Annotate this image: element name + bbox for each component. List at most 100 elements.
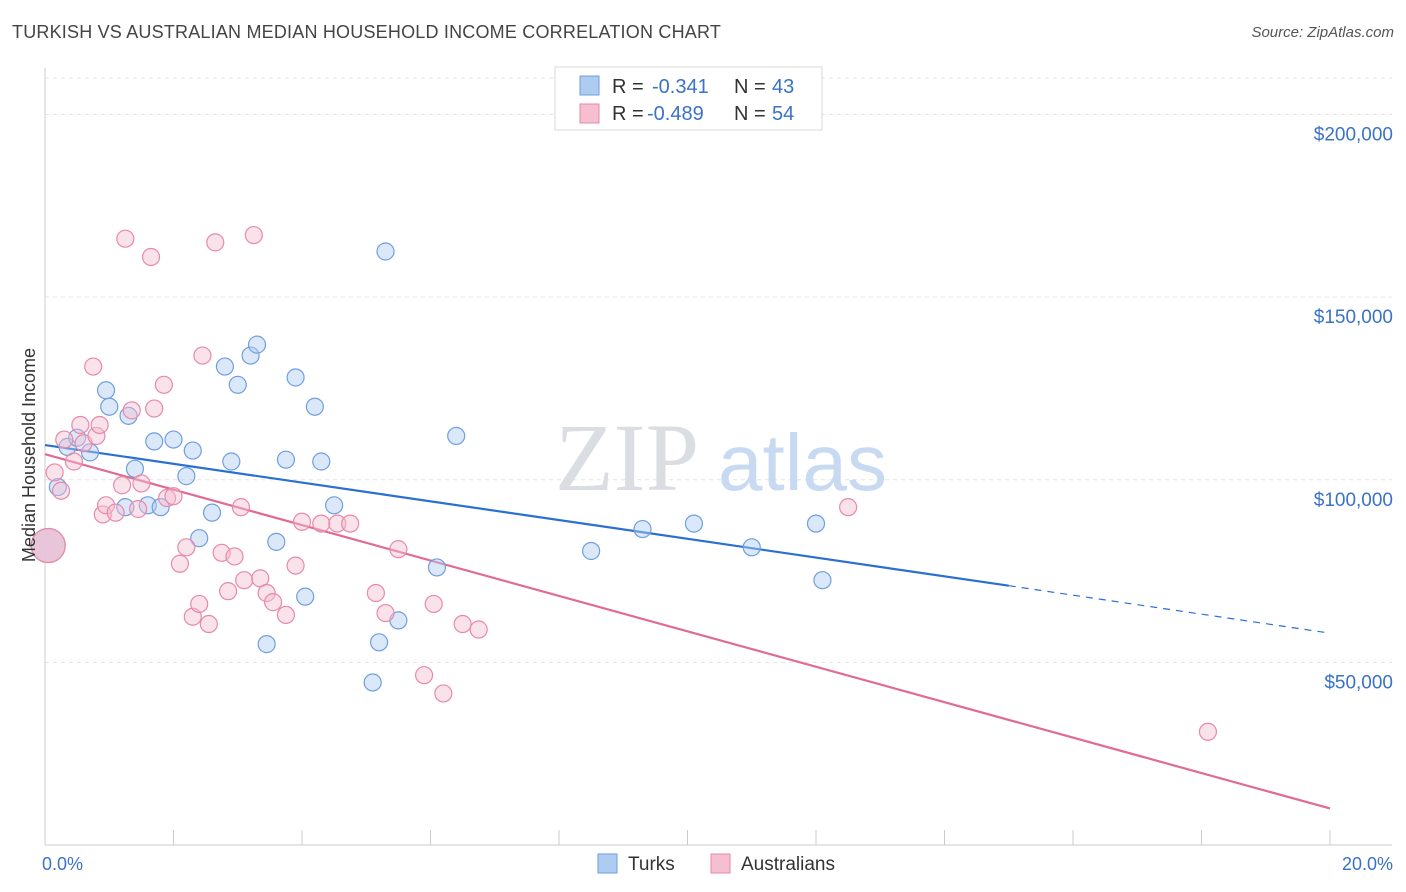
legend-n-value-australians: 54 (772, 103, 794, 125)
point-australians (45, 463, 64, 482)
point-australians (839, 498, 858, 517)
point-australians (199, 614, 218, 634)
y-tick-label: $50,000 (1324, 672, 1393, 693)
legend-r-label-australians: R = (612, 103, 644, 125)
point-turks (427, 558, 447, 577)
point-turks (177, 467, 196, 486)
point-australians (424, 594, 443, 614)
point-turks (241, 346, 260, 365)
point-turks (202, 503, 222, 522)
point-australians (157, 488, 177, 508)
point-turks (190, 529, 209, 548)
point-australians (235, 571, 254, 590)
point-turks (312, 452, 331, 471)
point-turks (633, 519, 652, 539)
point-australians (453, 614, 472, 634)
point-australians (164, 487, 183, 506)
point-turks (582, 541, 601, 561)
point-australians (225, 547, 244, 566)
point-australians (30, 527, 66, 564)
point-australians (469, 620, 488, 639)
point-turks (100, 397, 119, 416)
chart-title: TURKISH VS AUSTRALIAN MEDIAN HOUSEHOLD I… (12, 22, 722, 42)
point-australians (292, 512, 312, 531)
point-australians (193, 346, 212, 365)
legend-swatch-turks (579, 75, 600, 96)
bottom-legend-label-turks: Turks (628, 854, 675, 875)
point-australians (112, 476, 132, 495)
bottom-legend-swatch-australians (710, 853, 731, 874)
point-australians (122, 401, 141, 420)
point-australians (276, 605, 296, 625)
point-turks (257, 635, 276, 654)
point-turks (151, 498, 170, 517)
trend-line-turks (44, 443, 1009, 587)
data-points (30, 225, 1218, 741)
point-australians (84, 357, 103, 376)
point-australians (116, 229, 135, 248)
point-turks (305, 397, 324, 416)
legend-r-value-australians: -0.489 (647, 103, 704, 125)
point-turks (447, 426, 466, 446)
point-turks (96, 381, 116, 400)
point-australians (71, 415, 90, 435)
point-turks (813, 571, 832, 590)
point-turks (296, 587, 315, 606)
point-turks (684, 514, 704, 533)
legend-n-value-turks: 43 (772, 76, 794, 98)
point-turks (164, 430, 183, 449)
point-australians (434, 684, 453, 703)
point-australians (244, 225, 263, 245)
point-australians (96, 496, 116, 515)
point-australians (263, 593, 283, 612)
legend-n-label-turks: N = (734, 76, 766, 98)
point-turks (145, 432, 164, 451)
legend-r-value-turks: -0.341 (652, 76, 709, 98)
point-australians (129, 499, 148, 519)
point-australians (257, 583, 276, 603)
point-turks (80, 443, 100, 462)
point-turks (806, 514, 826, 533)
point-australians (55, 430, 74, 449)
y-axis-label: Median Household Income (19, 348, 39, 562)
legend-top: R = -0.341 N = 43 R = -0.489 N = 54 (554, 66, 823, 131)
bottom-legend-swatch-turks (597, 853, 618, 874)
bottom-legend-label-australians: Australians (741, 854, 835, 875)
point-turks (267, 532, 286, 551)
point-australians (145, 399, 164, 418)
point-turks (325, 496, 344, 515)
point-australians (328, 514, 347, 533)
point-australians (341, 514, 360, 533)
point-australians (90, 415, 109, 435)
watermark-zip: ZIP (555, 404, 699, 511)
trend-line-australians (44, 453, 1331, 810)
watermark: ZIP atlas (555, 404, 887, 511)
point-turks (286, 368, 305, 387)
point-australians (312, 514, 331, 533)
source-label: Source: ZipAtlas.com (1251, 24, 1394, 41)
point-australians (231, 498, 251, 517)
point-turks (370, 633, 389, 652)
point-australians (64, 452, 84, 471)
x-tick-label-min: 0.0% (42, 854, 83, 874)
axes: $50,000 $100,000 $150,000 $200,000 0.0% 20.0% (42, 68, 1393, 874)
point-turks (215, 357, 234, 376)
point-australians (170, 554, 190, 573)
watermark-atlas: atlas (718, 418, 887, 507)
point-australians (376, 603, 395, 623)
point-australians (190, 594, 209, 614)
legend-n-label-australians: N = (734, 103, 766, 125)
x-tick-label-max: 20.0% (1342, 854, 1393, 874)
point-australians (141, 247, 161, 267)
point-australians (132, 474, 151, 493)
point-turks (376, 242, 395, 261)
point-turks (363, 673, 382, 692)
point-turks (119, 406, 138, 425)
point-turks (742, 538, 761, 557)
point-turks (276, 450, 296, 469)
point-turks (222, 452, 241, 471)
point-australians (51, 481, 71, 500)
point-australians (219, 582, 238, 601)
point-australians (206, 233, 225, 252)
